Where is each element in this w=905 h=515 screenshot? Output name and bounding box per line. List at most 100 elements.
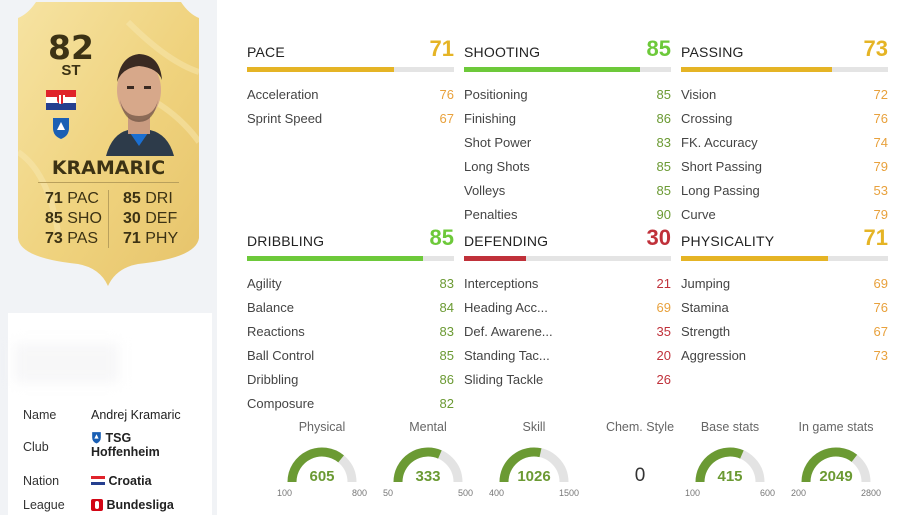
stat-name: Sprint Speed bbox=[247, 111, 323, 126]
category-shooting: SHOOTING 85 Positioning 85 Finishing 86 Shot P… bbox=[464, 36, 671, 224]
info-club-value[interactable]: TSG Hoffenheim bbox=[91, 431, 160, 459]
stats-panel: PACE 71 Acceleration 76 Sprint Speed 67 SHOOTI… bbox=[217, 0, 905, 515]
stat-row: Composure 82 bbox=[247, 389, 454, 413]
stat-value: 76 bbox=[873, 111, 888, 126]
croatia-flag-icon bbox=[91, 476, 105, 485]
card-vertical-divider bbox=[108, 190, 109, 248]
gauge-value: 333 bbox=[415, 468, 441, 485]
gauge-max: 500 bbox=[457, 488, 473, 498]
category-header: PHYSICALITY 71 bbox=[681, 225, 888, 253]
category-dribbling: DRIBBLING 85 Agility 83 Balance 84 Reactions 83… bbox=[247, 225, 454, 413]
stat-list: Agility 83 Balance 84 Reactions 83 Ball Contro… bbox=[247, 269, 454, 413]
gauge-max: 800 bbox=[351, 488, 367, 498]
category-header: PASSING 73 bbox=[681, 36, 888, 64]
gauge-arc bbox=[393, 447, 463, 483]
stat-value: 83 bbox=[439, 276, 454, 291]
stat-row: Curve 79 bbox=[681, 200, 888, 224]
category-header: SHOOTING 85 bbox=[464, 36, 671, 64]
stat-value: 72 bbox=[873, 87, 888, 102]
category-bar bbox=[681, 67, 888, 72]
stat-name: Def. Awarene... bbox=[464, 324, 553, 339]
category-bar-fill bbox=[247, 67, 394, 72]
stat-value: 67 bbox=[439, 111, 454, 126]
info-league-label: League bbox=[23, 498, 65, 512]
category-value: 71 bbox=[863, 225, 888, 250]
card-stat-pac: 71 PAC bbox=[45, 190, 99, 207]
gauge-min: 400 bbox=[489, 488, 505, 498]
stat-row: Sliding Tackle 26 bbox=[464, 365, 671, 389]
gauge-skill: Skill 1026 400 1500 bbox=[484, 420, 584, 515]
info-league-value[interactable]: Bundesliga bbox=[91, 498, 174, 512]
gauge-value: 415 bbox=[717, 468, 743, 485]
stat-list: Positioning 85 Finishing 86 Shot Power 83 Long… bbox=[464, 80, 671, 224]
stat-name: Vision bbox=[681, 87, 717, 102]
category-title: DEFENDING bbox=[464, 233, 549, 249]
gauge-physical: Physical 605 100 800 bbox=[272, 420, 372, 515]
gauge-arc bbox=[801, 447, 871, 483]
bundesliga-icon bbox=[91, 499, 103, 511]
stat-name: Sliding Tackle bbox=[464, 372, 544, 387]
stat-name: Crossing bbox=[681, 111, 733, 126]
gauge-max: 600 bbox=[759, 488, 775, 498]
stat-name: Long Passing bbox=[681, 183, 760, 198]
stat-name: Composure bbox=[247, 396, 315, 411]
stat-value: 83 bbox=[439, 324, 454, 339]
stat-name: Interceptions bbox=[464, 276, 539, 291]
stat-name: Reactions bbox=[247, 324, 305, 339]
gauge-arc bbox=[287, 447, 357, 483]
stat-value: 79 bbox=[873, 159, 888, 174]
info-name-label: Name bbox=[23, 408, 57, 422]
stat-value: 85 bbox=[656, 183, 671, 198]
gauge-label: Skill bbox=[522, 420, 546, 434]
stat-row: Shot Power 83 bbox=[464, 128, 671, 152]
stat-name: Stamina bbox=[681, 300, 729, 315]
card-rating: 82 bbox=[48, 28, 94, 67]
category-title: PASSING bbox=[681, 44, 744, 60]
stat-value: 76 bbox=[873, 300, 888, 315]
category-bar-fill bbox=[681, 256, 828, 261]
stat-row: Stamina 76 bbox=[681, 293, 888, 317]
player-photo bbox=[106, 54, 174, 156]
card-stat-phy: 71 PHY bbox=[123, 230, 179, 247]
category-physicality: PHYSICALITY 71 Jumping 69 Stamina 76 Strength 6… bbox=[681, 225, 888, 365]
stat-name: Finishing bbox=[464, 111, 517, 126]
stat-row: Long Passing 53 bbox=[681, 176, 888, 200]
category-title: SHOOTING bbox=[464, 44, 541, 60]
stat-list: Acceleration 76 Sprint Speed 67 bbox=[247, 80, 454, 128]
category-defending: DEFENDING 30 Interceptions 21 Heading Acc...… bbox=[464, 225, 671, 389]
gauge-value: 0 bbox=[634, 465, 646, 486]
category-header: PACE 71 bbox=[247, 36, 454, 64]
stat-name: FK. Accuracy bbox=[681, 135, 758, 150]
stat-name: Standing Tac... bbox=[464, 348, 550, 363]
stat-row: Crossing 76 bbox=[681, 104, 888, 128]
stat-row: Jumping 69 bbox=[681, 269, 888, 293]
stat-row: Long Shots 85 bbox=[464, 152, 671, 176]
stat-name: Acceleration bbox=[247, 87, 319, 102]
gauge-in-game-stats: In game stats 2049 200 2800 bbox=[786, 420, 886, 515]
stat-name: Aggression bbox=[681, 348, 747, 363]
category-value: 73 bbox=[863, 36, 888, 61]
info-nation-value[interactable]: Croatia bbox=[91, 474, 152, 488]
category-bar bbox=[464, 256, 671, 261]
stat-value: 35 bbox=[656, 324, 671, 339]
gauge-min: 100 bbox=[685, 488, 701, 498]
stat-row: Heading Acc... 69 bbox=[464, 293, 671, 317]
card-stat-pas: 73 PAS bbox=[45, 230, 99, 247]
gauge-value: 1026 bbox=[517, 468, 551, 485]
gauge-max: 1500 bbox=[558, 488, 579, 498]
stat-row: Sprint Speed 67 bbox=[247, 104, 454, 128]
left-column: 82 ST KRAMARIC 71 bbox=[0, 0, 217, 515]
croatia-flag-icon bbox=[46, 90, 76, 110]
stat-name: Ball Control bbox=[247, 348, 315, 363]
stat-row: Balance 84 bbox=[247, 293, 454, 317]
stat-name: Short Passing bbox=[681, 159, 762, 174]
stat-name: Penalties bbox=[464, 207, 518, 222]
category-bar-fill bbox=[464, 256, 527, 261]
category-bar-fill bbox=[464, 67, 640, 72]
stat-value: 82 bbox=[439, 396, 454, 411]
category-value: 85 bbox=[646, 36, 671, 61]
stat-value: 73 bbox=[873, 348, 888, 363]
gauge-label: Mental bbox=[409, 420, 447, 434]
stat-name: Strength bbox=[681, 324, 731, 339]
gauge-value: 605 bbox=[309, 468, 335, 485]
